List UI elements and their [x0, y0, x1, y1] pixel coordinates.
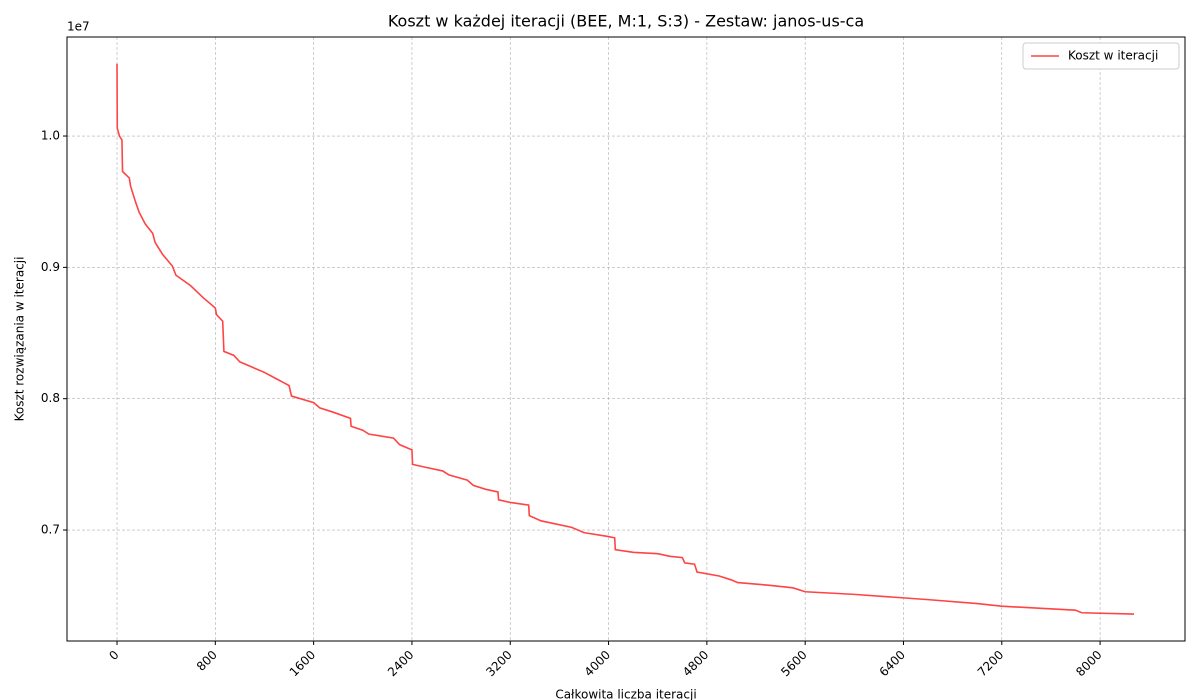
x-tick-label: 8000: [1073, 648, 1104, 679]
x-tick-label: 6400: [877, 648, 908, 679]
x-tick-label: 800: [194, 648, 220, 674]
chart-title: Koszt w każdej iteracji (BEE, M:1, S:3) …: [388, 12, 864, 31]
legend-box: [1022, 42, 1180, 70]
plot-frame: [66, 36, 1186, 642]
axis-offset-label: 1e7: [67, 20, 90, 34]
x-tick-label: 4800: [680, 648, 711, 679]
x-tick-label: 2400: [385, 648, 416, 679]
y-tick-label: 0.9: [41, 260, 60, 274]
x-tick-label: 5600: [778, 648, 809, 679]
x-tick-label: 1600: [287, 648, 318, 679]
legend-label: Koszt w iteracji: [1068, 49, 1158, 63]
data-line: [116, 63, 1135, 615]
y-tick-label: 0.7: [41, 523, 60, 537]
x-tick-label: 4000: [582, 648, 613, 679]
x-tick-label: 3200: [483, 648, 514, 679]
y-tick-label: 1.0: [41, 129, 60, 143]
x-axis-label: Całkowita liczba iteracji: [555, 688, 696, 700]
x-tick-label: 7200: [975, 648, 1006, 679]
x-tick-label: 0: [106, 648, 121, 663]
y-tick-label: 0.8: [41, 391, 60, 405]
y-axis-label: Koszt rozwiązania w iteracji: [13, 257, 27, 422]
